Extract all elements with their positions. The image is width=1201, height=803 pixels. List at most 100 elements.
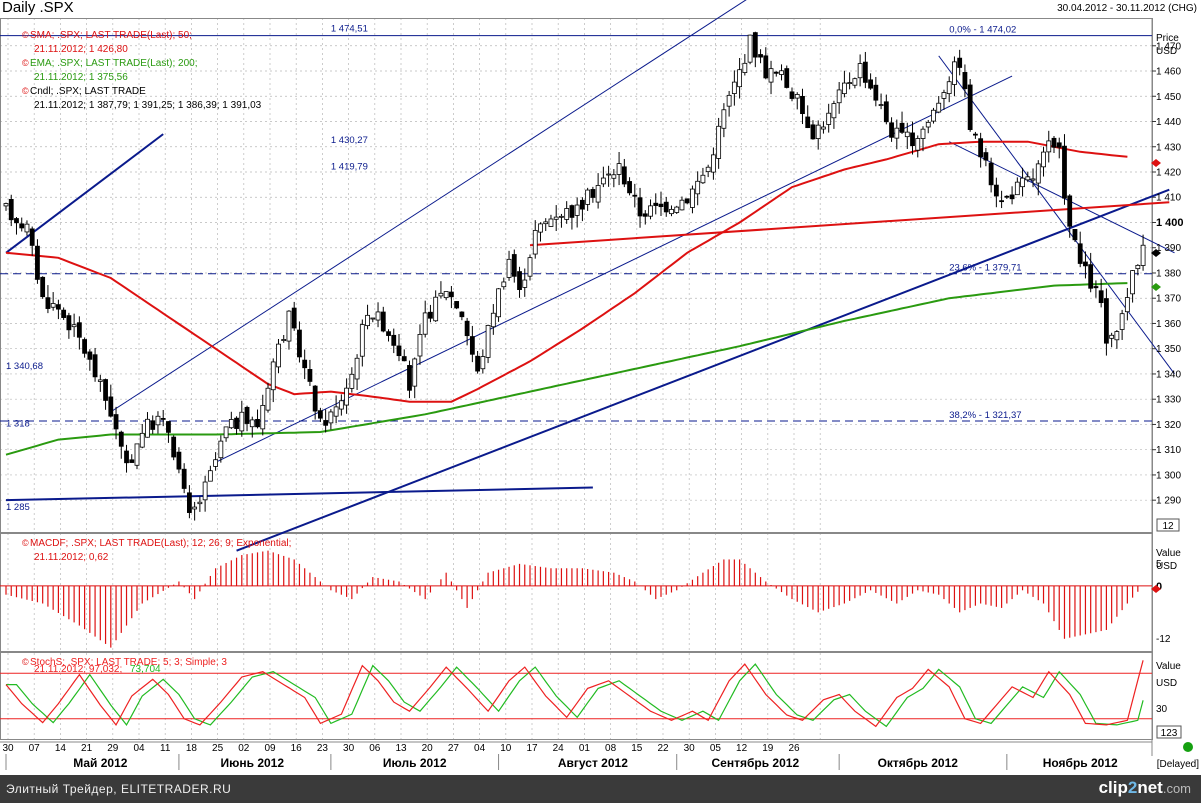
candle-body <box>359 324 365 357</box>
candle-body <box>627 181 632 194</box>
macd-legend-value: 21.11.2012; 0,62 <box>34 552 109 563</box>
candle-body <box>1020 177 1025 188</box>
candle-body <box>186 492 192 513</box>
candle-body <box>1114 331 1120 341</box>
x-tick-label: 06 <box>369 743 381 754</box>
candle-body <box>716 125 722 159</box>
candle-body <box>663 201 669 213</box>
candle-body <box>207 470 213 482</box>
candle-body <box>1014 181 1020 196</box>
candle-body <box>344 387 350 406</box>
clip2net-logo[interactable]: clip2net.com <box>1098 778 1191 797</box>
candle-body <box>868 79 873 89</box>
candle-body <box>45 297 51 309</box>
candle-body <box>904 131 910 138</box>
y-axis-title: Price <box>1156 33 1179 44</box>
candle-body <box>742 62 748 73</box>
candle-body <box>1051 137 1057 148</box>
candle-body <box>669 208 674 215</box>
candle-body <box>889 122 894 138</box>
candle-body <box>506 258 512 278</box>
macd-y-unit: USD <box>1156 561 1177 572</box>
month-label: Октябрь 2012 <box>878 756 959 770</box>
candle-body <box>805 116 811 129</box>
candle-body <box>312 385 318 412</box>
candle-body <box>407 365 412 391</box>
candle-body <box>380 311 386 332</box>
annotation: 1 285 <box>6 502 30 513</box>
candle-body <box>1004 195 1010 198</box>
candle-body <box>637 197 643 217</box>
stoch-tick-label: 30 <box>1156 704 1168 715</box>
x-tick-label: 22 <box>657 743 669 754</box>
candle-body <box>569 205 575 218</box>
candle-body <box>469 336 475 355</box>
candle-body <box>454 301 460 309</box>
candle-body <box>831 103 837 119</box>
x-tick-label: 25 <box>212 743 224 754</box>
x-tick-label: 23 <box>317 743 329 754</box>
candle-body <box>931 109 936 122</box>
candle-body <box>810 124 816 140</box>
candle-body <box>553 216 559 220</box>
candle-body <box>941 92 947 99</box>
candle-body <box>328 411 334 424</box>
candle-body <box>234 417 239 429</box>
candle-body <box>71 324 77 328</box>
macd-legend: MACDF; .SPX; LAST TRADE(Last); 12; 26; 9… <box>30 538 291 549</box>
candle-body <box>794 94 800 99</box>
candle-body <box>297 329 302 358</box>
candle-body <box>606 173 611 176</box>
candle-body <box>973 133 978 136</box>
candle-body <box>621 166 627 185</box>
legend-line: Cndl; .SPX; LAST TRADE <box>30 86 146 97</box>
candle-body <box>97 379 103 382</box>
candle-body <box>642 213 648 217</box>
candle-body <box>307 369 313 382</box>
x-tick-label: 01 <box>579 743 591 754</box>
trend-line <box>110 0 747 413</box>
candle-body <box>894 127 900 139</box>
candle-body <box>412 358 418 387</box>
y-tick-label: 1 330 <box>1156 395 1181 406</box>
candle-body <box>118 431 124 447</box>
trend-line-red <box>529 201 1170 247</box>
y-tick-label: 1 300 <box>1156 470 1181 481</box>
x-tick-label: 04 <box>133 743 145 754</box>
x-tick-label: 30 <box>2 743 14 754</box>
candle-body <box>333 406 339 417</box>
candle-body <box>1088 264 1094 289</box>
candle-body <box>29 228 35 246</box>
x-tick-label: 26 <box>788 743 800 754</box>
candle-body <box>8 199 14 221</box>
legend-value: 21.11.2012; 1 426,80 <box>34 44 128 55</box>
x-tick-label: 04 <box>474 743 486 754</box>
candle-body <box>244 406 250 424</box>
candle-body <box>386 331 391 336</box>
candle-body <box>155 415 161 426</box>
candle-body <box>464 320 470 337</box>
candle-body <box>800 95 805 115</box>
y-tick-label: 1 310 <box>1156 445 1181 456</box>
x-tick-label: 13 <box>395 743 407 754</box>
annotation: 1 474,51 <box>331 23 368 34</box>
candle-body <box>375 311 381 321</box>
candle-body <box>124 450 129 464</box>
candle-body <box>160 418 166 420</box>
status-dot <box>1183 742 1193 752</box>
candle-body <box>218 440 224 459</box>
y-tick-label: 1 350 <box>1156 344 1181 355</box>
candle-body <box>700 174 706 184</box>
candle-body <box>658 203 664 208</box>
candle-body <box>580 199 585 210</box>
stoch-badge-text: 123 <box>1161 728 1178 739</box>
candle-body <box>826 112 832 125</box>
y-tick-label: 1 400 <box>1156 217 1184 229</box>
candle-body <box>66 315 72 331</box>
delayed-label: [Delayed] <box>1157 759 1199 770</box>
month-label: Июнь 2012 <box>221 756 285 770</box>
candle-body <box>548 218 554 227</box>
candle-body <box>480 356 486 370</box>
legend-value: 21.11.2012; 1 375,56 <box>34 72 128 83</box>
